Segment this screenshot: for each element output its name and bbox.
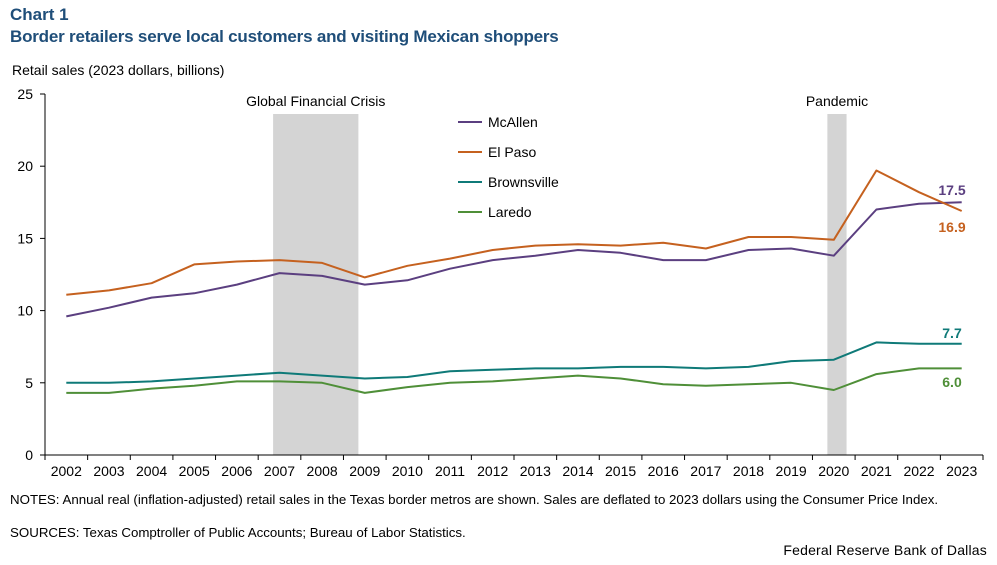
y-tick-label: 10	[17, 303, 33, 319]
legend-entry: El Paso	[488, 144, 536, 160]
x-tick-label: 2009	[349, 463, 380, 479]
x-tick-label: 2023	[946, 463, 977, 479]
shaded-region-label-0: Global Financial Crisis	[246, 93, 385, 109]
legend-entry: McAllen	[488, 114, 538, 130]
axes: 0 5 10 15 20 25 2002 2003 2004 2005 2006 2007 2008 20…	[17, 86, 984, 479]
x-tick-label: 2022	[903, 463, 934, 479]
x-tick-label: 2002	[51, 463, 82, 479]
shaded-region-0	[273, 114, 359, 455]
x-tick-label: 2019	[776, 463, 807, 479]
end-value-label: 7.7	[942, 325, 962, 341]
x-tick-label: 2016	[648, 463, 679, 479]
x-tick-label: 2006	[221, 463, 252, 479]
x-tick-label: 2004	[136, 463, 167, 479]
series-line-el-paso	[66, 169, 963, 296]
x-tick-label: 2003	[93, 463, 124, 479]
shaded-regions: Global Financial Crisis Pandemic	[246, 93, 868, 455]
x-tick-label: 2005	[179, 463, 210, 479]
series-line-brownsville	[66, 341, 962, 384]
end-value-label: 17.5	[938, 182, 965, 198]
x-tick-label: 2013	[520, 463, 551, 479]
y-tick-label: 0	[25, 447, 33, 463]
x-tick-label: 2012	[477, 463, 508, 479]
y-axis-label: Retail sales (2023 dollars, billions)	[12, 62, 225, 78]
x-tick-label: 2011	[435, 463, 465, 479]
end-value-label: 16.9	[938, 219, 965, 235]
x-tick-label: 2017	[690, 463, 721, 479]
legend: McAllen El Paso Brownsville Laredo	[458, 114, 559, 220]
legend-entry: Brownsville	[488, 174, 559, 190]
publisher-credit: Federal Reserve Bank of Dallas	[783, 542, 987, 558]
end-labels: 17.5 16.9 7.7 6.0	[938, 182, 965, 390]
legend-entry: Laredo	[488, 204, 532, 220]
x-tick-label: 2021	[861, 463, 892, 479]
series-lines	[66, 169, 963, 394]
x-tick-label: 2020	[818, 463, 849, 479]
x-tick-label: 2010	[392, 463, 423, 479]
y-tick-label: 5	[25, 375, 33, 391]
end-value-label: 6.0	[942, 374, 962, 390]
x-tick-label: 2008	[307, 463, 338, 479]
y-tick-label: 25	[17, 86, 33, 102]
x-tick-label: 2015	[605, 463, 636, 479]
line-chart: Global Financial Crisis Pandemic 0 5 10 15 20…	[17, 86, 984, 479]
series-line-mcallen	[66, 201, 962, 318]
chart-notes: NOTES: Annual real (inflation-adjusted) …	[10, 492, 939, 507]
shaded-region-label-1: Pandemic	[806, 93, 868, 109]
x-tick-label: 2014	[562, 463, 593, 479]
y-tick-label: 20	[17, 158, 33, 174]
chart-number: Chart 1	[10, 5, 69, 24]
chart-title: Border retailers serve local customers a…	[10, 27, 559, 46]
shaded-region-1	[827, 114, 847, 455]
series-line-laredo	[66, 367, 962, 394]
y-tick-label: 15	[17, 230, 33, 246]
chart-sources: SOURCES: Texas Comptroller of Public Acc…	[10, 525, 466, 540]
x-tick-label: 2018	[733, 463, 764, 479]
x-tick-label: 2007	[264, 463, 295, 479]
